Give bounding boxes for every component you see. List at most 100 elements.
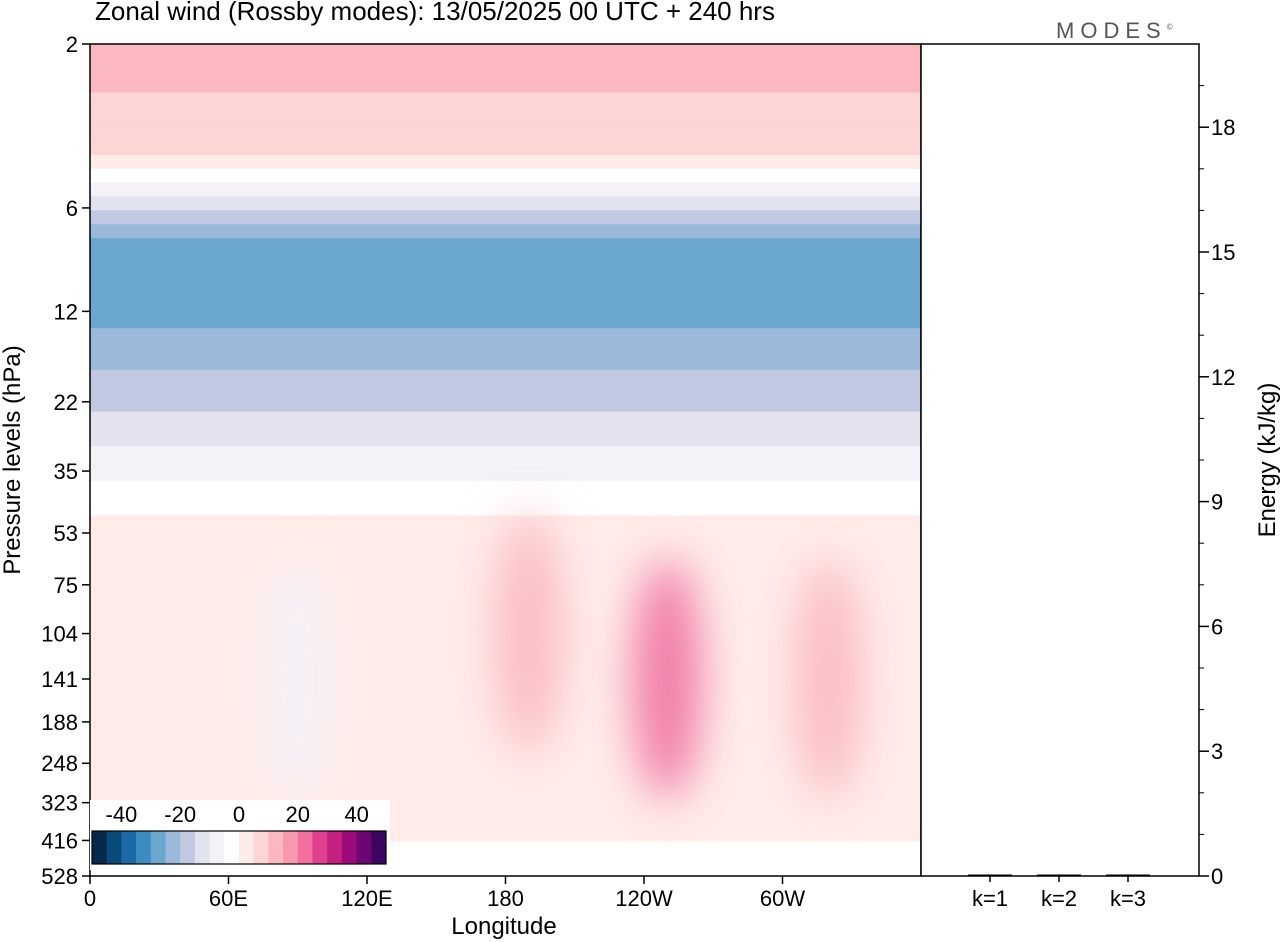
y-axis-label: Pressure levels (hPa) — [0, 345, 26, 574]
level-band — [90, 758, 921, 766]
y-axis: 2 6 12 22 35 53 75 104 141 188 248 323 416 528 — [41, 32, 90, 889]
energy-axis-label: Energy (kJ/kg) — [1254, 383, 1280, 538]
energy-tick-label: 6 — [1211, 614, 1223, 639]
level-band — [90, 772, 921, 780]
x-axis: 0 60E 120E 180 120W 60W — [84, 876, 805, 911]
energy-tick-label: 3 — [1211, 739, 1223, 764]
level-band — [90, 314, 921, 322]
level-band — [90, 432, 921, 440]
level-band — [90, 841, 921, 849]
level-band — [90, 252, 921, 260]
level-band — [90, 744, 921, 752]
level-band — [90, 466, 921, 475]
level-band — [90, 792, 921, 801]
level-band — [90, 369, 921, 378]
x-tick-label: 180 — [487, 886, 524, 911]
level-band — [90, 321, 921, 329]
wavenumber-tick-label: k=2 — [1041, 886, 1077, 911]
level-band — [90, 328, 921, 336]
level-band — [90, 529, 921, 537]
colorbar-cell — [180, 831, 196, 864]
level-band — [90, 813, 921, 822]
level-band — [90, 231, 921, 239]
energy-tick-label: 9 — [1211, 490, 1223, 515]
level-band — [90, 99, 921, 107]
colorbar-tick-label: -40 — [106, 802, 138, 827]
level-band — [90, 446, 921, 454]
y-tick-label: 104 — [41, 622, 78, 647]
level-band — [90, 418, 921, 426]
level-band — [90, 141, 921, 149]
level-band — [90, 855, 921, 863]
colorbar-cell — [106, 831, 122, 864]
x-tick-label: 120W — [615, 886, 673, 911]
level-band — [90, 120, 921, 128]
level-band — [90, 286, 921, 295]
level-band — [90, 335, 921, 343]
energy-panel: 0 3 6 9 12 15 18 k=1 k=2 k=3 Energy (kJ/kg) — [920, 43, 1280, 911]
level-band — [90, 134, 921, 142]
level-band — [90, 522, 921, 530]
wavenumber-axis: k=1 k=2 k=3 — [972, 876, 1146, 911]
level-band — [90, 92, 921, 101]
level-band — [90, 161, 921, 170]
colorbar-cell — [224, 831, 240, 864]
y-tick-label: 12 — [54, 299, 78, 324]
level-band — [90, 460, 921, 468]
chart-title: Zonal wind (Rossby modes): 13/05/2025 00… — [95, 0, 775, 26]
logo-text: MODES — [1056, 18, 1167, 43]
colorbar-tick-label: 20 — [286, 802, 310, 827]
level-band — [90, 862, 921, 870]
heatmap-jet-features — [263, 513, 863, 799]
level-band — [90, 515, 921, 523]
level-band — [90, 494, 921, 503]
jet-feature — [633, 558, 702, 799]
level-band — [90, 723, 921, 731]
colorbar-frame — [91, 830, 387, 865]
level-band — [90, 203, 921, 211]
colorbar-cell — [209, 831, 225, 864]
colorbar-cell — [341, 831, 357, 864]
level-band — [90, 439, 921, 447]
level-band — [90, 473, 921, 482]
wavenumber-tick-label: k=1 — [972, 886, 1008, 911]
level-band — [90, 397, 921, 406]
level-band — [90, 425, 921, 433]
level-band — [90, 265, 921, 274]
y-tick-label: 528 — [41, 864, 78, 889]
y-tick-label: 416 — [41, 828, 78, 853]
heatmap-level-bands — [90, 44, 921, 876]
level-band — [90, 480, 921, 489]
energy-plot-area — [921, 44, 1199, 876]
energy-tick-label: 15 — [1211, 240, 1235, 265]
logo-mark: © — [1166, 22, 1173, 32]
level-band — [90, 778, 921, 787]
level-band — [90, 869, 921, 876]
colorbar-cell — [268, 831, 284, 864]
level-band — [90, 376, 921, 385]
level-band — [90, 411, 921, 419]
level-band — [90, 342, 921, 350]
level-band — [90, 50, 921, 59]
colorbar-cell — [92, 831, 108, 864]
level-band — [90, 508, 921, 517]
level-band — [90, 44, 921, 52]
y-tick-label: 2 — [66, 32, 78, 57]
level-band — [90, 349, 921, 357]
colorbar-cell — [239, 831, 255, 864]
colorbar-cell — [356, 831, 372, 864]
energy-tick-label: 0 — [1211, 864, 1223, 889]
x-axis-label: Longitude — [451, 913, 556, 940]
level-band — [90, 272, 921, 281]
level-band — [90, 362, 921, 371]
colorbar-tick-label: -20 — [164, 802, 196, 827]
x-tick-label: 60E — [209, 886, 248, 911]
level-band — [90, 785, 921, 794]
level-band — [90, 279, 921, 288]
level-band — [90, 806, 921, 815]
level-band — [90, 217, 921, 225]
x-tick-label: 0 — [84, 886, 96, 911]
level-band — [90, 848, 921, 856]
level-band — [90, 390, 921, 399]
